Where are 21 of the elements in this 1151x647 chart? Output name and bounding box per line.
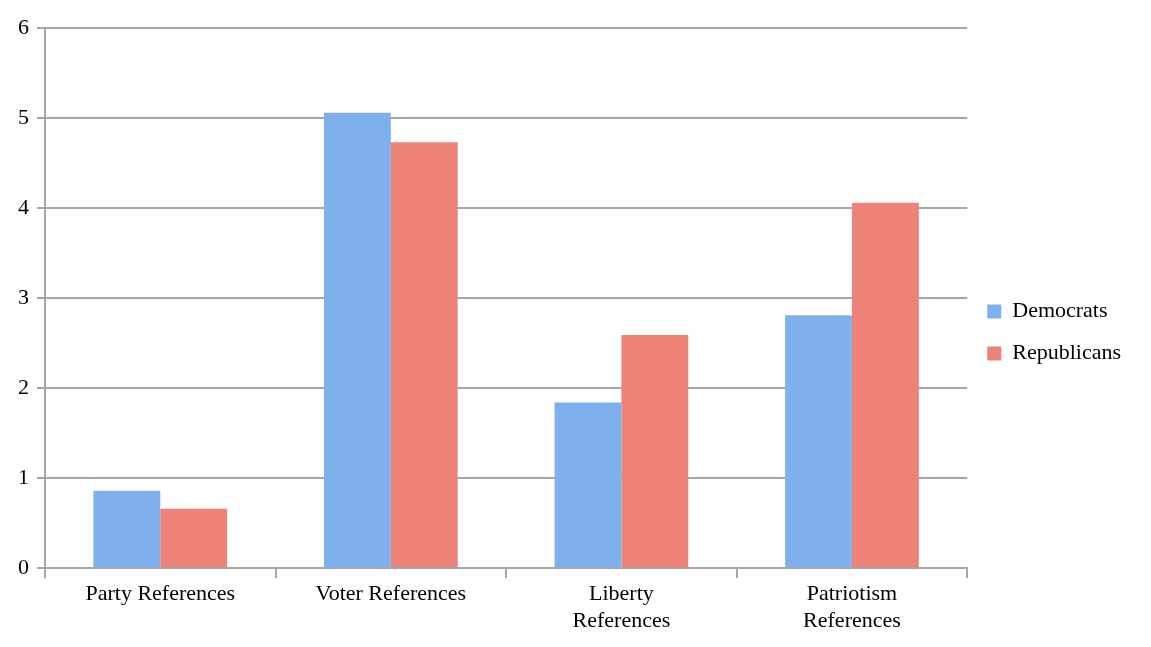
bar <box>785 315 852 568</box>
bar <box>621 335 689 568</box>
y-tick-label: 5 <box>18 103 29 129</box>
y-tick-label: 4 <box>18 193 29 219</box>
y-tick-label: 2 <box>18 373 29 399</box>
y-tick-label: 6 <box>18 13 29 39</box>
legend-label: Democrats <box>1012 297 1108 323</box>
x-tick-label: Party References <box>85 580 236 606</box>
x-tick-label: Patriotism References <box>803 580 901 632</box>
bar <box>323 112 391 568</box>
bar <box>390 142 458 568</box>
x-tick-label: Voter References <box>315 580 467 606</box>
x-tick-label: Liberty References <box>572 580 671 632</box>
legend-label: Republicans <box>1012 339 1122 365</box>
y-tick-label: 3 <box>18 283 29 309</box>
bar <box>93 490 161 568</box>
y-tick-label: 1 <box>18 463 29 489</box>
bar <box>554 402 622 568</box>
bar <box>851 202 919 568</box>
y-tick-label: 0 <box>18 553 29 579</box>
bar <box>160 508 228 568</box>
